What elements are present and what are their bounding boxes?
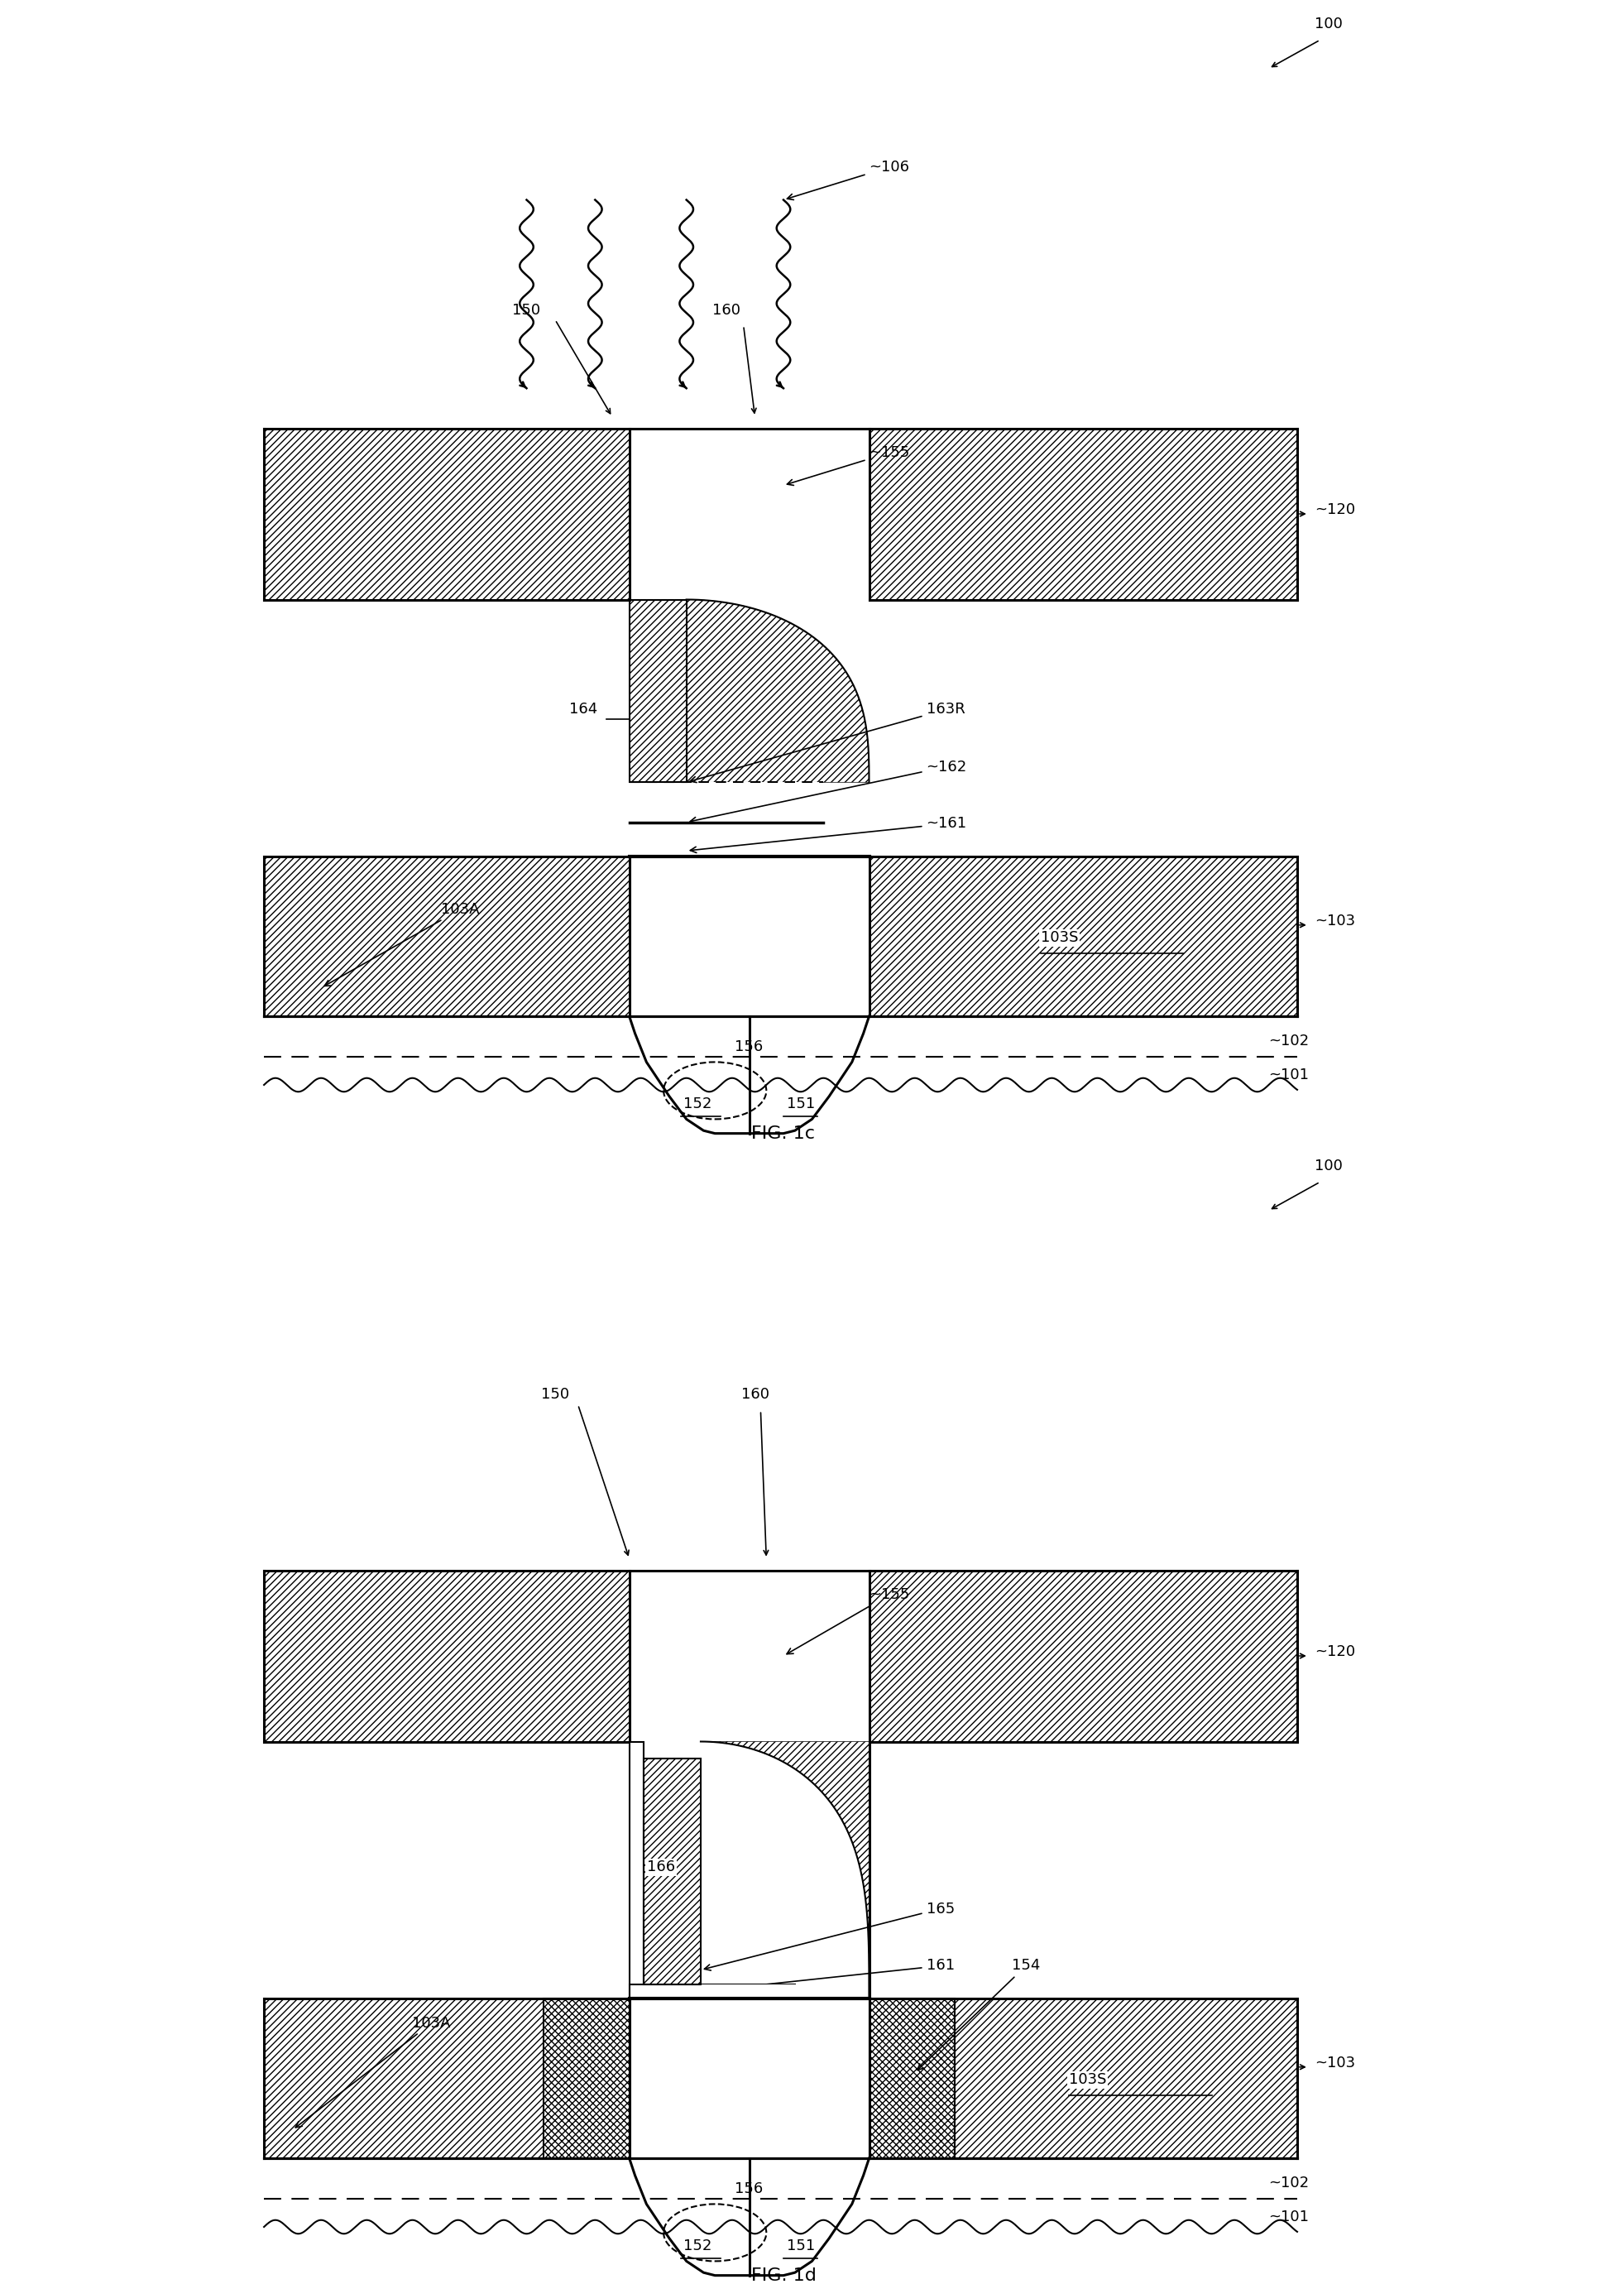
Text: ~161: ~161 bbox=[690, 815, 966, 852]
Text: ~120: ~120 bbox=[1314, 1644, 1354, 1658]
Polygon shape bbox=[265, 1998, 630, 2158]
Text: 160: 160 bbox=[713, 301, 741, 317]
Text: 150: 150 bbox=[541, 1386, 570, 1402]
Text: ~155: ~155 bbox=[786, 1587, 909, 1654]
Text: 150: 150 bbox=[513, 301, 541, 317]
Text: ~106: ~106 bbox=[788, 160, 909, 199]
Polygon shape bbox=[630, 1985, 794, 1998]
Text: 163R: 163R bbox=[690, 701, 965, 783]
Text: 166: 166 bbox=[646, 1859, 676, 1875]
Text: 156: 156 bbox=[736, 1039, 763, 1053]
Text: 151: 151 bbox=[786, 2238, 815, 2252]
Text: 161: 161 bbox=[690, 1957, 955, 1994]
Text: ~102: ~102 bbox=[1268, 1032, 1309, 1048]
Polygon shape bbox=[643, 1759, 700, 1985]
Text: ~101: ~101 bbox=[1268, 2209, 1309, 2225]
Text: 160: 160 bbox=[741, 1386, 770, 1402]
Polygon shape bbox=[869, 429, 1298, 598]
Text: ~162: ~162 bbox=[690, 758, 966, 822]
Polygon shape bbox=[869, 1571, 1298, 1740]
Text: ~102: ~102 bbox=[1268, 2174, 1309, 2190]
Polygon shape bbox=[265, 1571, 630, 1740]
Text: FIG. 1c: FIG. 1c bbox=[752, 1126, 815, 1142]
Text: 103S: 103S bbox=[1069, 2072, 1106, 2088]
Polygon shape bbox=[700, 1740, 869, 1998]
Text: 103A: 103A bbox=[296, 2014, 451, 2126]
Text: 103S: 103S bbox=[1041, 930, 1078, 946]
Polygon shape bbox=[265, 856, 630, 1016]
Text: 152: 152 bbox=[684, 2238, 711, 2252]
Text: ~103: ~103 bbox=[1314, 2056, 1354, 2069]
Polygon shape bbox=[869, 1998, 955, 2158]
Polygon shape bbox=[700, 1985, 869, 1998]
Polygon shape bbox=[544, 1998, 630, 2158]
Text: 156: 156 bbox=[736, 2181, 763, 2195]
Text: FIG. 1d: FIG. 1d bbox=[750, 2268, 817, 2284]
Text: 100: 100 bbox=[1314, 16, 1343, 32]
Polygon shape bbox=[687, 781, 823, 856]
Text: 100: 100 bbox=[1314, 1158, 1343, 1174]
Polygon shape bbox=[630, 1740, 643, 1998]
Text: ~155: ~155 bbox=[788, 445, 909, 484]
Text: 151: 151 bbox=[786, 1096, 815, 1110]
Text: 152: 152 bbox=[684, 1096, 711, 1110]
Text: ~120: ~120 bbox=[1314, 502, 1354, 516]
Polygon shape bbox=[687, 598, 869, 781]
Text: 164: 164 bbox=[570, 701, 598, 717]
Text: 165: 165 bbox=[705, 1900, 955, 1971]
Polygon shape bbox=[869, 856, 1298, 1016]
Text: ~101: ~101 bbox=[1268, 1067, 1309, 1083]
Polygon shape bbox=[265, 429, 630, 598]
Text: ~103: ~103 bbox=[1314, 914, 1354, 927]
Polygon shape bbox=[630, 598, 687, 781]
Text: 154: 154 bbox=[918, 1957, 1041, 2069]
Polygon shape bbox=[869, 1998, 1298, 2158]
Text: 103A: 103A bbox=[325, 902, 479, 987]
